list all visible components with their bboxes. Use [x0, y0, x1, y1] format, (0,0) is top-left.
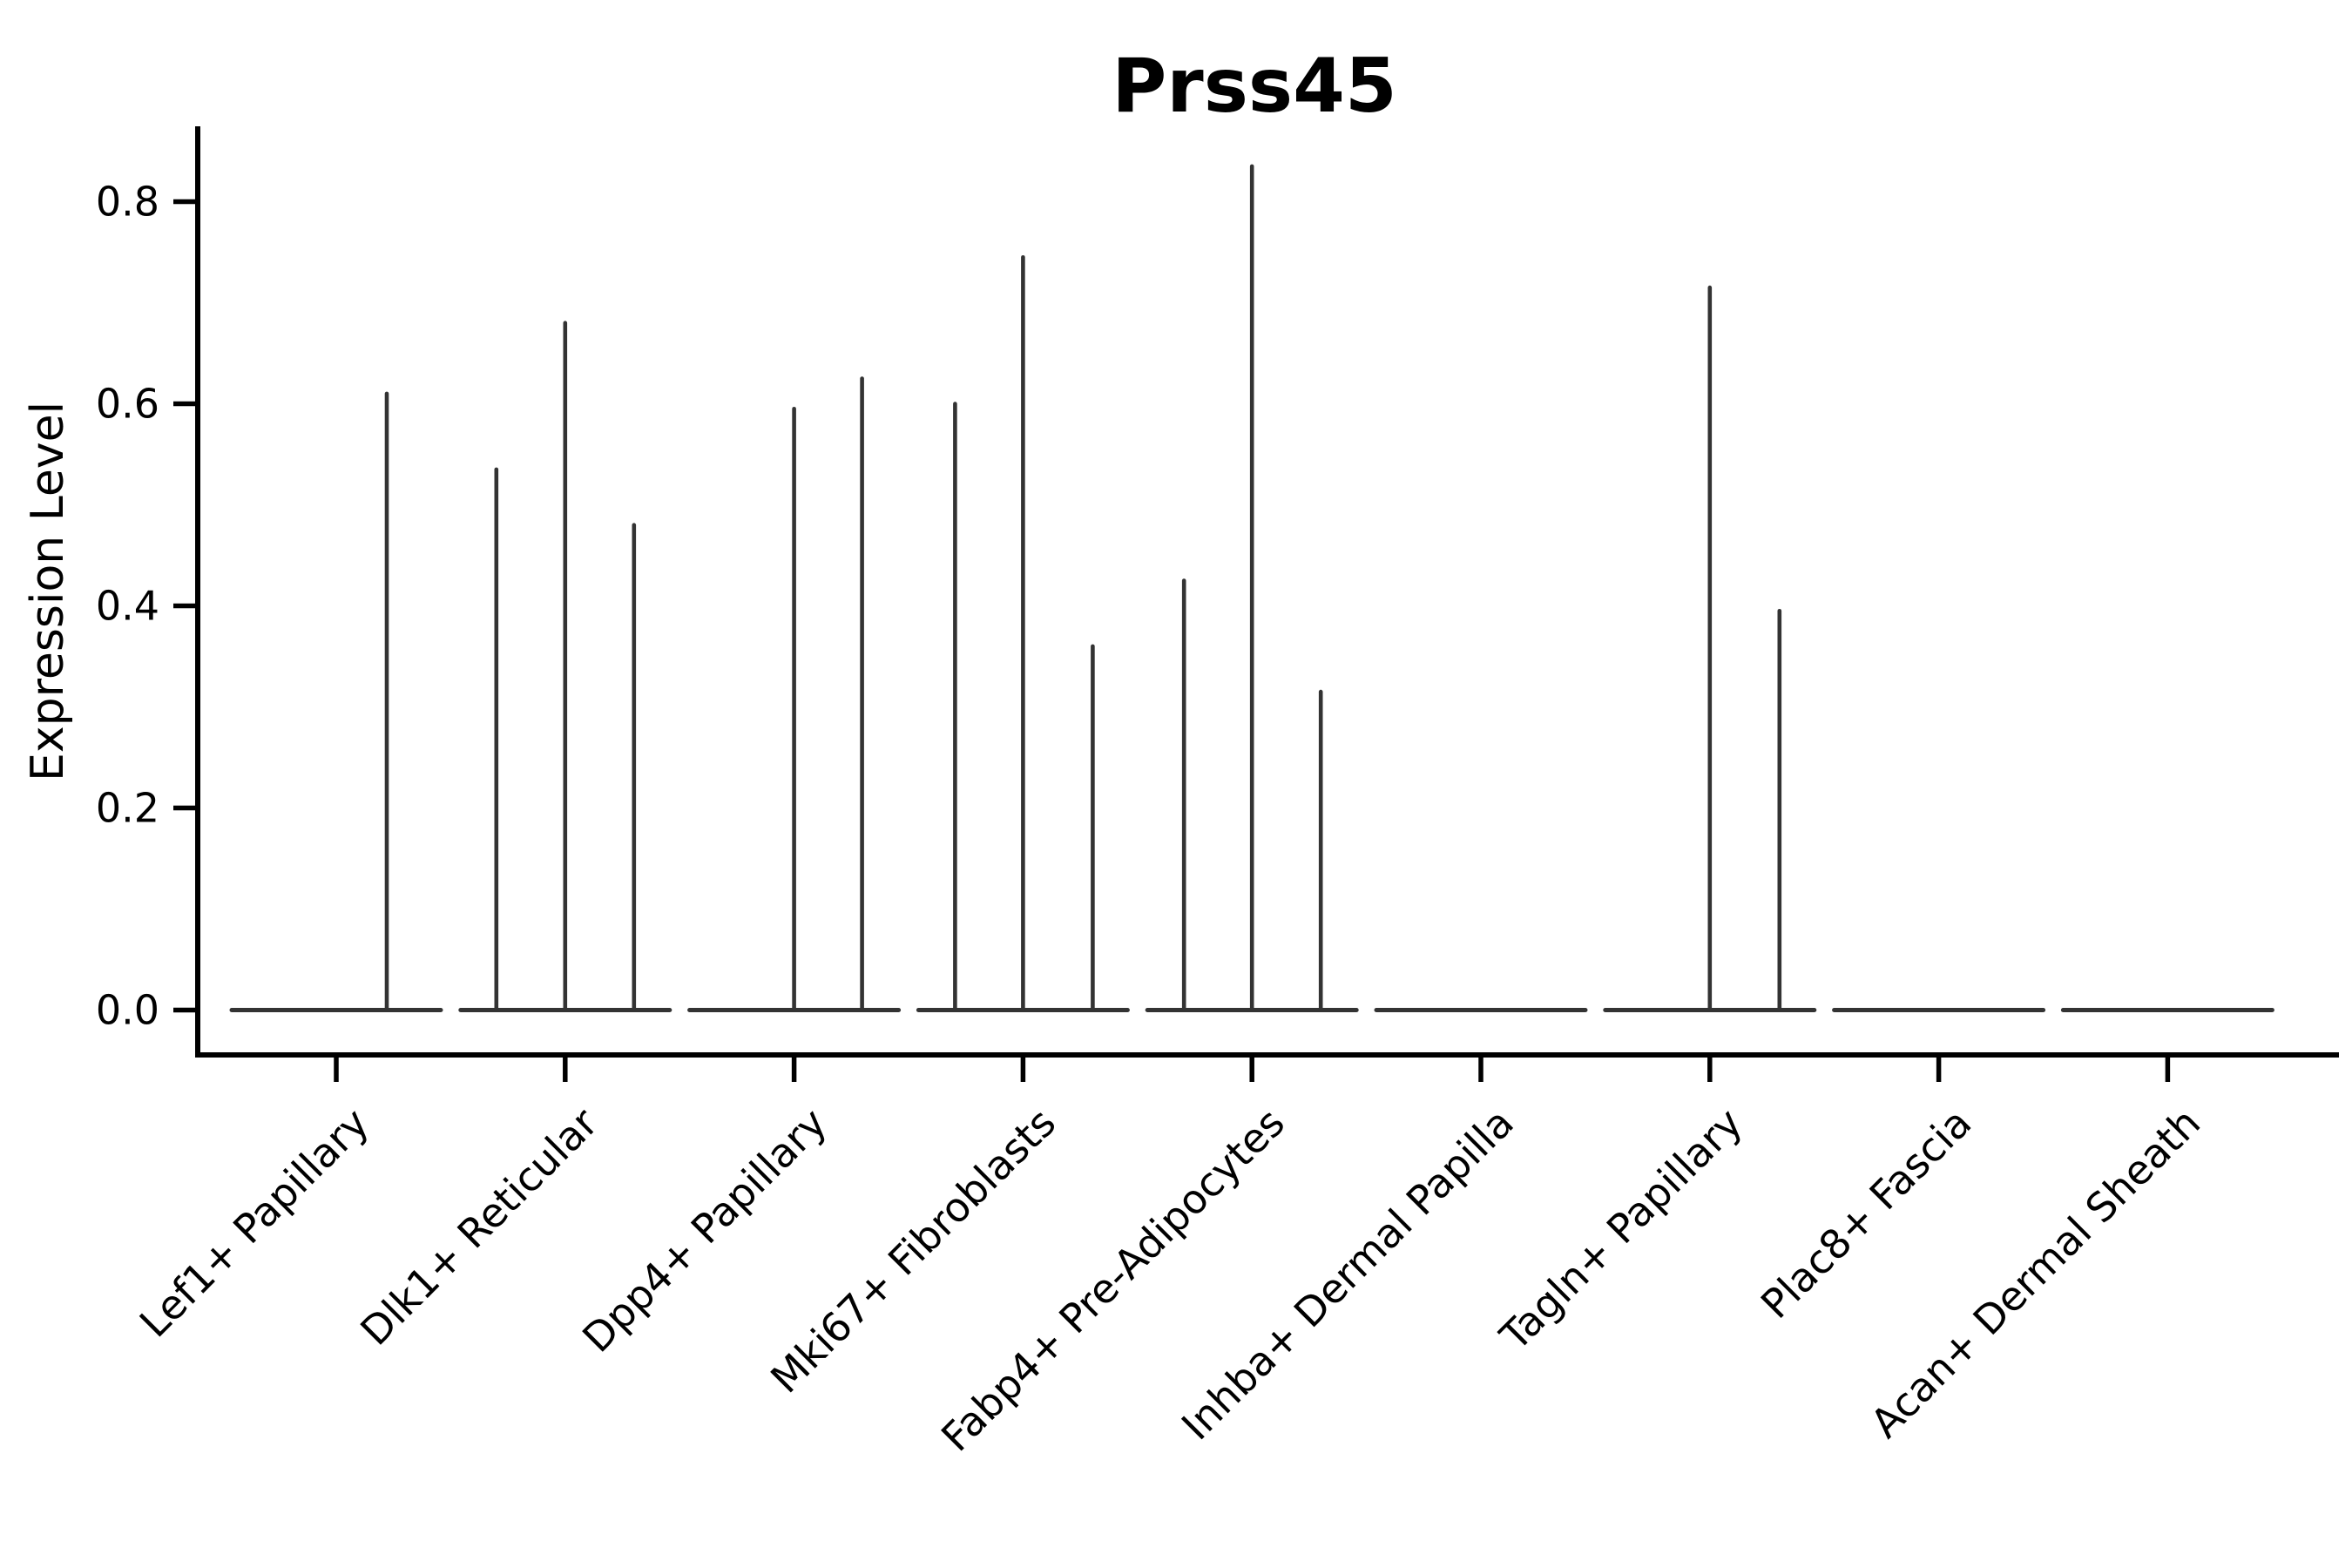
y-tick-label: 0.2	[96, 785, 159, 832]
y-axis-ticks: 0.0 0.2 0.4 0.6 0.8	[96, 179, 198, 1034]
x-tick-label: Tagln+ Papillary	[1490, 1099, 1752, 1361]
violin-category	[916, 254, 1130, 1012]
plot-title: Prss45	[1112, 43, 1397, 130]
y-axis-label: Expression Level	[22, 402, 74, 781]
violin-category	[687, 376, 902, 1012]
x-tick-label: Dpp4+ Papillary	[573, 1099, 835, 1362]
y-tick-label: 0.4	[96, 583, 159, 630]
y-tick-label: 0.0	[96, 987, 159, 1034]
x-tick-label: Lef1+ Papillary	[131, 1099, 378, 1347]
y-tick-label: 0.8	[96, 179, 159, 226]
y-tick-label: 0.6	[96, 381, 159, 428]
x-tick-label: Dlk1+ Reticular	[351, 1099, 606, 1355]
violin-category	[1603, 285, 1817, 1012]
violin-category	[458, 321, 672, 1012]
violins-group	[229, 164, 2274, 1012]
violin-category	[229, 391, 443, 1012]
x-tick-label: Plac8+ Fascia	[1752, 1099, 1980, 1328]
violin-category	[1145, 164, 1359, 1012]
